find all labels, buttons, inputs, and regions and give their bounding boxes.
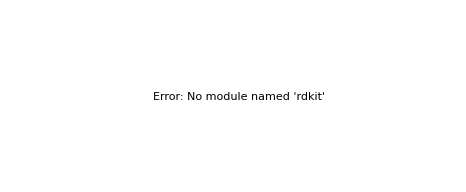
Text: Error: No module named 'rdkit': Error: No module named 'rdkit' <box>153 92 325 102</box>
